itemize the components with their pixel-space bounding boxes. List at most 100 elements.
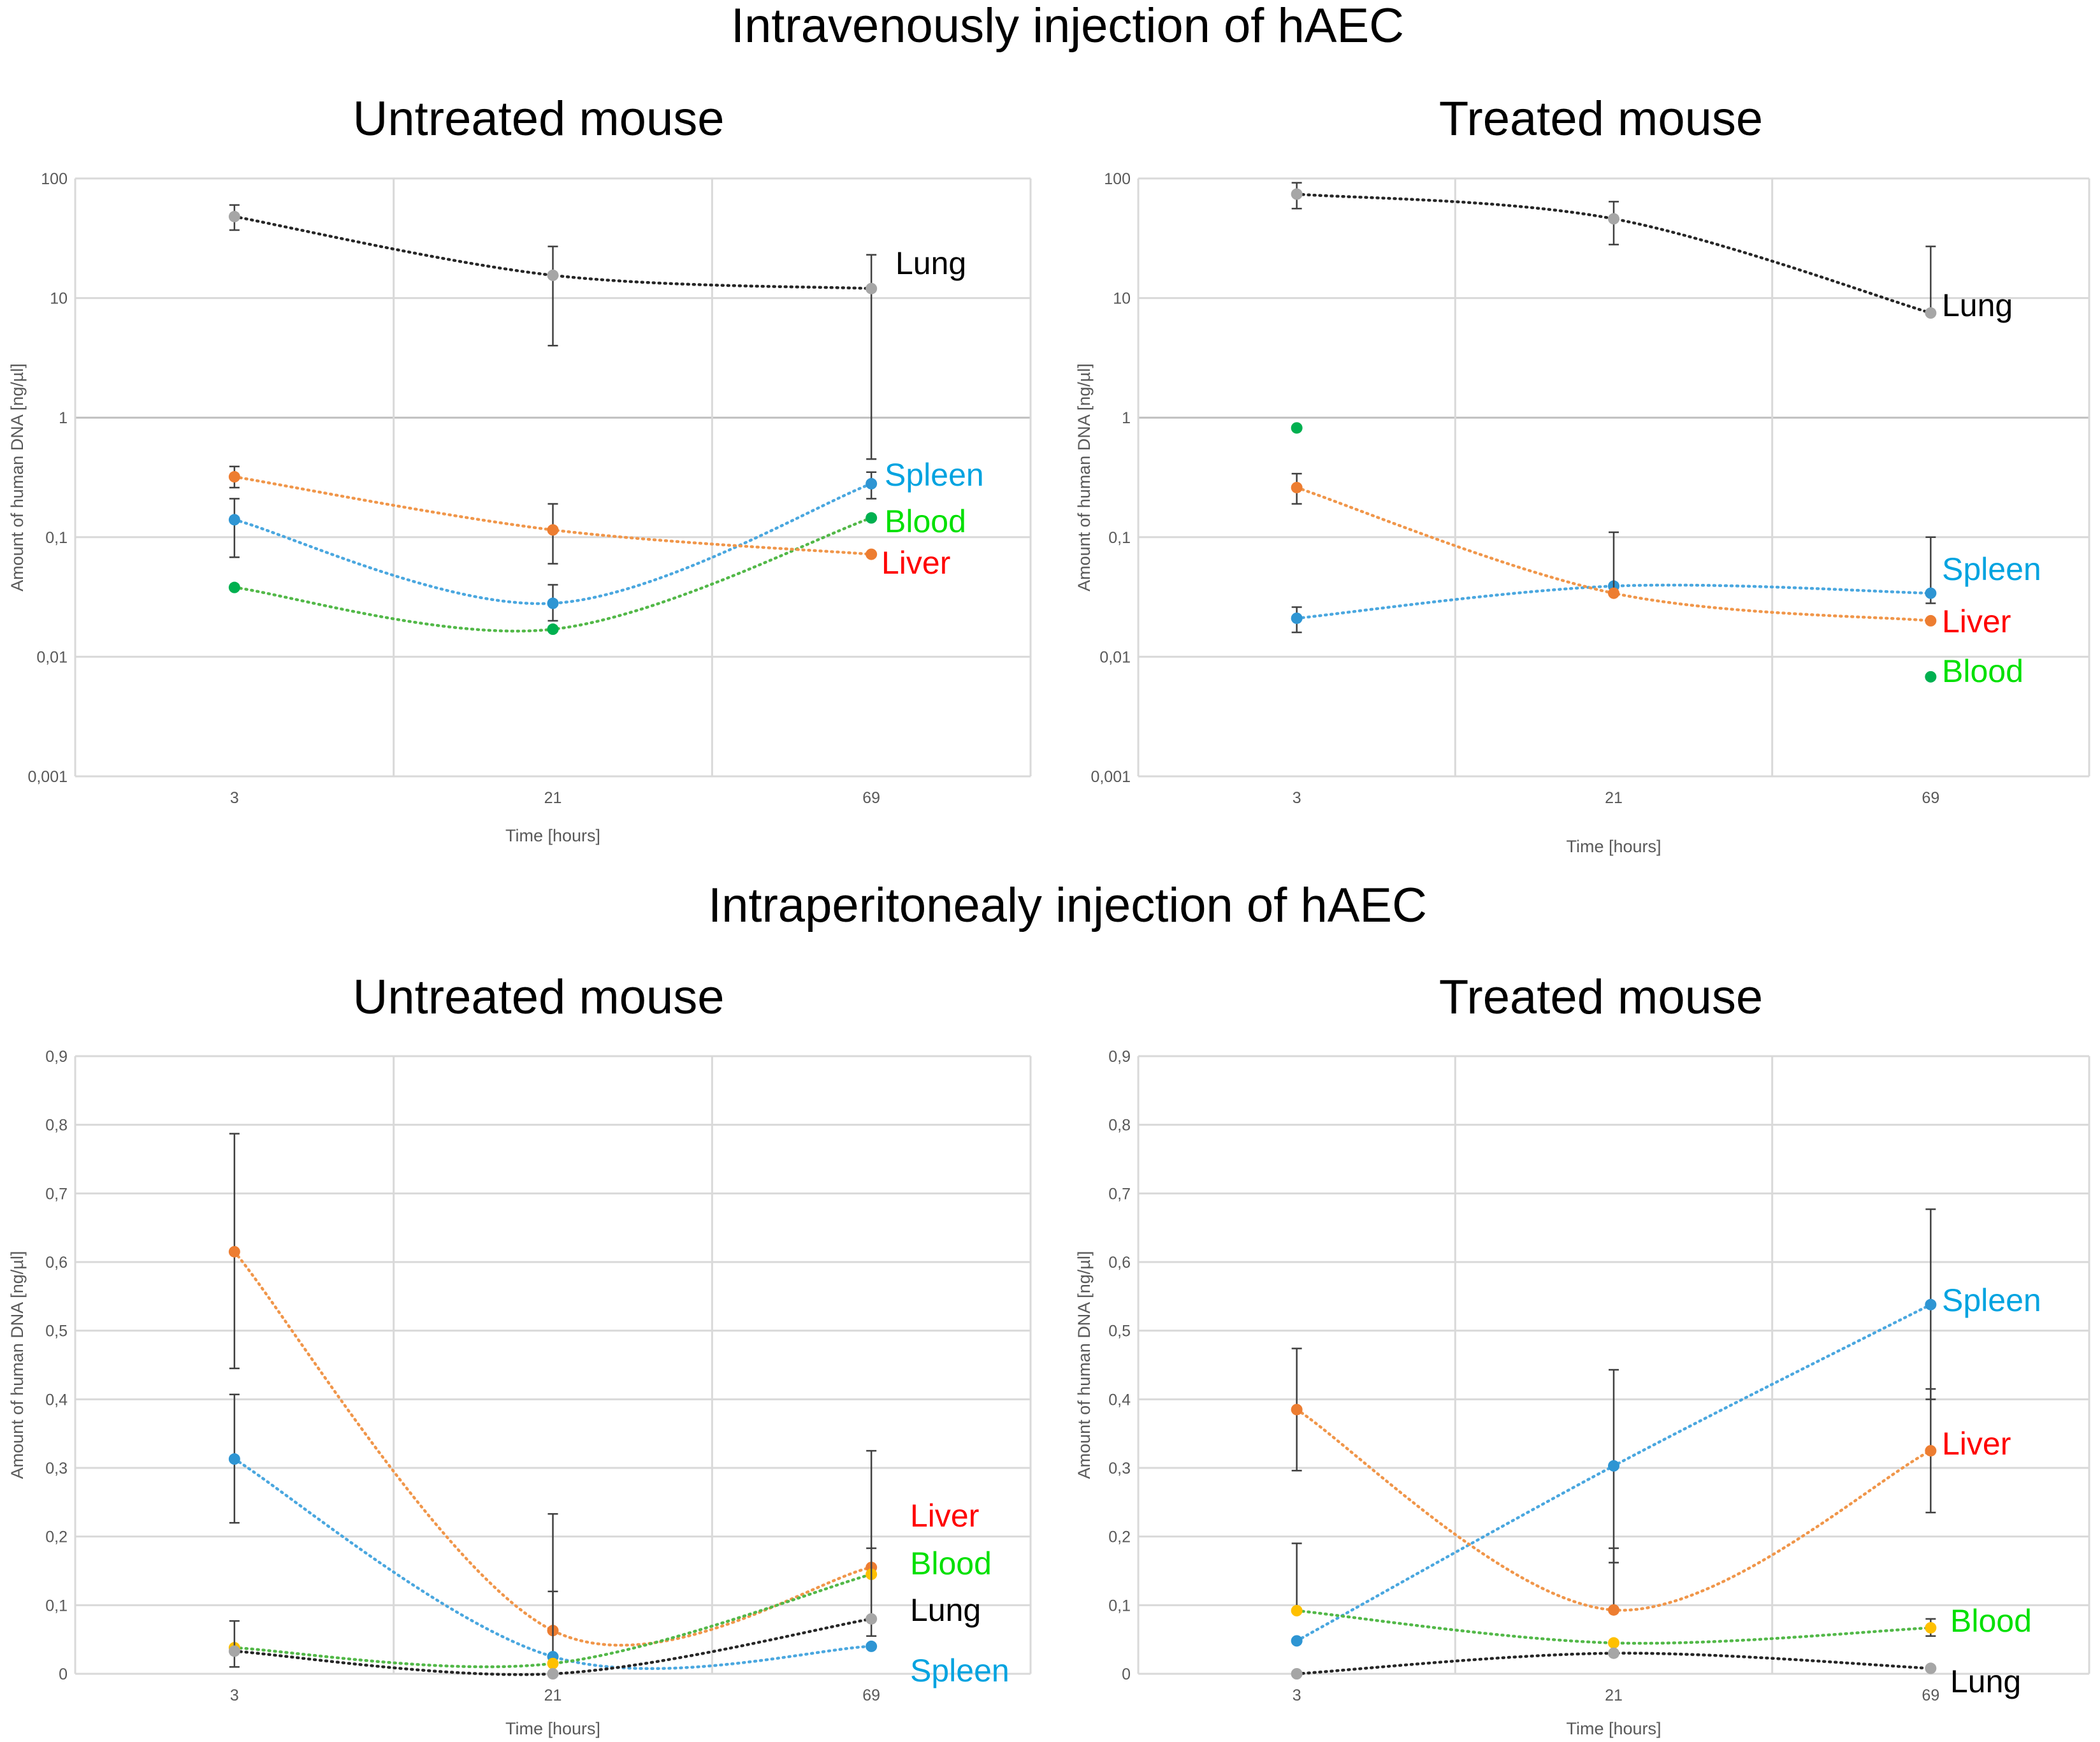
series-label-lung: Lung [1950,1664,2021,1699]
data-point-liver [1925,614,1937,627]
data-point-spleen [1608,1460,1619,1472]
series-label-spleen: Spleen [910,1653,1010,1688]
data-point-lung [1608,213,1619,225]
series-liver [228,465,878,565]
panel-title: Treated mouse [1439,970,1763,1024]
data-point-lung [1291,188,1303,200]
data-point-lung [1925,1662,1937,1674]
y-tick-label: 0,8 [1108,1117,1131,1135]
chart-panel-1: Untreated mouse 0,001 0,01 0,1 1 10 100 3 21 69 Ti… [8,92,1032,845]
x-tick-label: 3 [230,1687,239,1704]
data-point-liver [865,548,878,560]
y-tick-label: 0,01 [1099,648,1131,666]
data-point-spleen [1291,612,1303,624]
trend-line-blood [233,1572,873,1669]
series-label-lung: Lung [910,1592,981,1628]
y-tick-label: 0,3 [45,1460,68,1477]
y-tick-label: 0,7 [45,1185,68,1203]
trend-line-lung [233,1617,873,1676]
x-axis-label: Time [hours] [1566,837,1661,856]
y-tick-label: 1 [1122,409,1131,427]
panel-title: Untreated mouse [353,92,725,146]
series-liver [228,1133,878,1647]
x-tick-label: 3 [1293,789,1301,807]
data-point-blood [547,623,559,635]
chart-panel-4: Treated mouse 0 0,1 0,2 0,3 0,4 0,5 0,6 0,7 0,8 0,… [1075,970,2090,1738]
series-lung [228,204,878,460]
data-point-lung [865,282,878,294]
data-point-liver [1608,1604,1619,1616]
y-axis-label: Amount of human DNA [ng/µl] [8,1251,27,1479]
x-tick-label: 3 [1293,1687,1301,1704]
series-label-lung: Lung [1942,287,2013,323]
x-tick-label: 69 [1922,1687,1939,1704]
trend-line-spleen [233,1457,873,1670]
y-tick-label: 0,2 [1108,1528,1131,1546]
data-point-lung [547,1668,559,1680]
panel-title: Untreated mouse [353,970,725,1024]
series-label-spleen: Spleen [1942,551,2041,587]
data-point-spleen [1925,1298,1937,1310]
data-point-spleen [1291,1635,1303,1647]
series-label-blood: Blood [885,504,966,539]
series-lung [1291,182,1937,319]
data-point-spleen [1925,587,1937,599]
data-point-spleen [865,477,878,490]
series-spleen [228,471,878,622]
data-point-liver [1291,1404,1303,1416]
x-axis-label: Time [hours] [505,1719,600,1738]
y-tick-label: 0,6 [1108,1254,1131,1272]
y-tick-label: 0,5 [45,1323,68,1340]
y-axis-label: Amount of human DNA [ng/µl] [1075,363,1094,592]
data-point-blood [1925,1622,1937,1634]
series-label-liver: Liver [881,545,950,581]
y-tick-label: 100 [1104,170,1131,188]
y-tick-label: 100 [41,170,68,188]
chart-panel-2: Treated mouse 0,001 0,01 0,1 1 10 100 3 21 69 Time… [1075,92,2090,856]
data-point-liver [547,524,559,536]
data-point-spleen [228,514,240,526]
series-label-liver: Liver [910,1498,979,1534]
data-point-liver [228,1245,240,1258]
data-point-lung [228,210,240,222]
y-tick-label: 0,2 [45,1528,68,1546]
y-tick-label: 0,8 [45,1117,68,1135]
y-tick-label: 0,001 [27,768,68,786]
series-liver [1291,472,1937,627]
data-point-liver [1608,587,1619,599]
data-point-blood [1291,422,1303,434]
data-point-lung [1608,1647,1619,1659]
series-label-liver: Liver [1942,604,2011,639]
x-tick-label: 69 [1922,789,1939,807]
data-point-lung [1291,1668,1303,1680]
y-tick-label: 0,4 [1108,1391,1131,1409]
x-tick-label: 21 [1605,1687,1623,1704]
data-point-spleen [865,1640,878,1652]
series-liver [1291,1347,1937,1616]
trend-line-spleen [1295,583,1932,620]
series-label-liver: Liver [1942,1426,2011,1462]
chart-panel-3: Untreated mouse 0 0,1 0,2 0,3 0,4 0,5 0,6 0,7 0,8… [8,970,1032,1738]
y-axis-label: Amount of human DNA [ng/µl] [1075,1251,1094,1479]
y-tick-label: 0,01 [36,648,68,666]
data-point-liver [228,471,240,483]
y-tick-label: 0,9 [1108,1048,1131,1066]
y-tick-label: 0,5 [1108,1323,1131,1340]
y-tick-label: 10 [1113,290,1131,308]
data-point-blood [228,581,240,593]
x-tick-label: 3 [230,789,239,807]
data-point-lung [1925,307,1937,319]
series-blood [1291,422,1937,683]
panel-title: Treated mouse [1439,92,1763,146]
x-tick-label: 21 [544,1687,562,1704]
data-point-blood [1608,1637,1619,1649]
y-tick-label: 0,1 [45,529,68,547]
y-tick-label: 0,1 [1108,529,1131,547]
y-tick-label: 0,1 [45,1597,68,1615]
data-point-lung [547,269,559,281]
data-point-spleen [547,597,559,609]
data-point-liver [1291,481,1303,493]
y-tick-label: 0,1 [1108,1597,1131,1615]
data-point-lung [865,1613,878,1625]
data-point-lung [228,1645,240,1657]
